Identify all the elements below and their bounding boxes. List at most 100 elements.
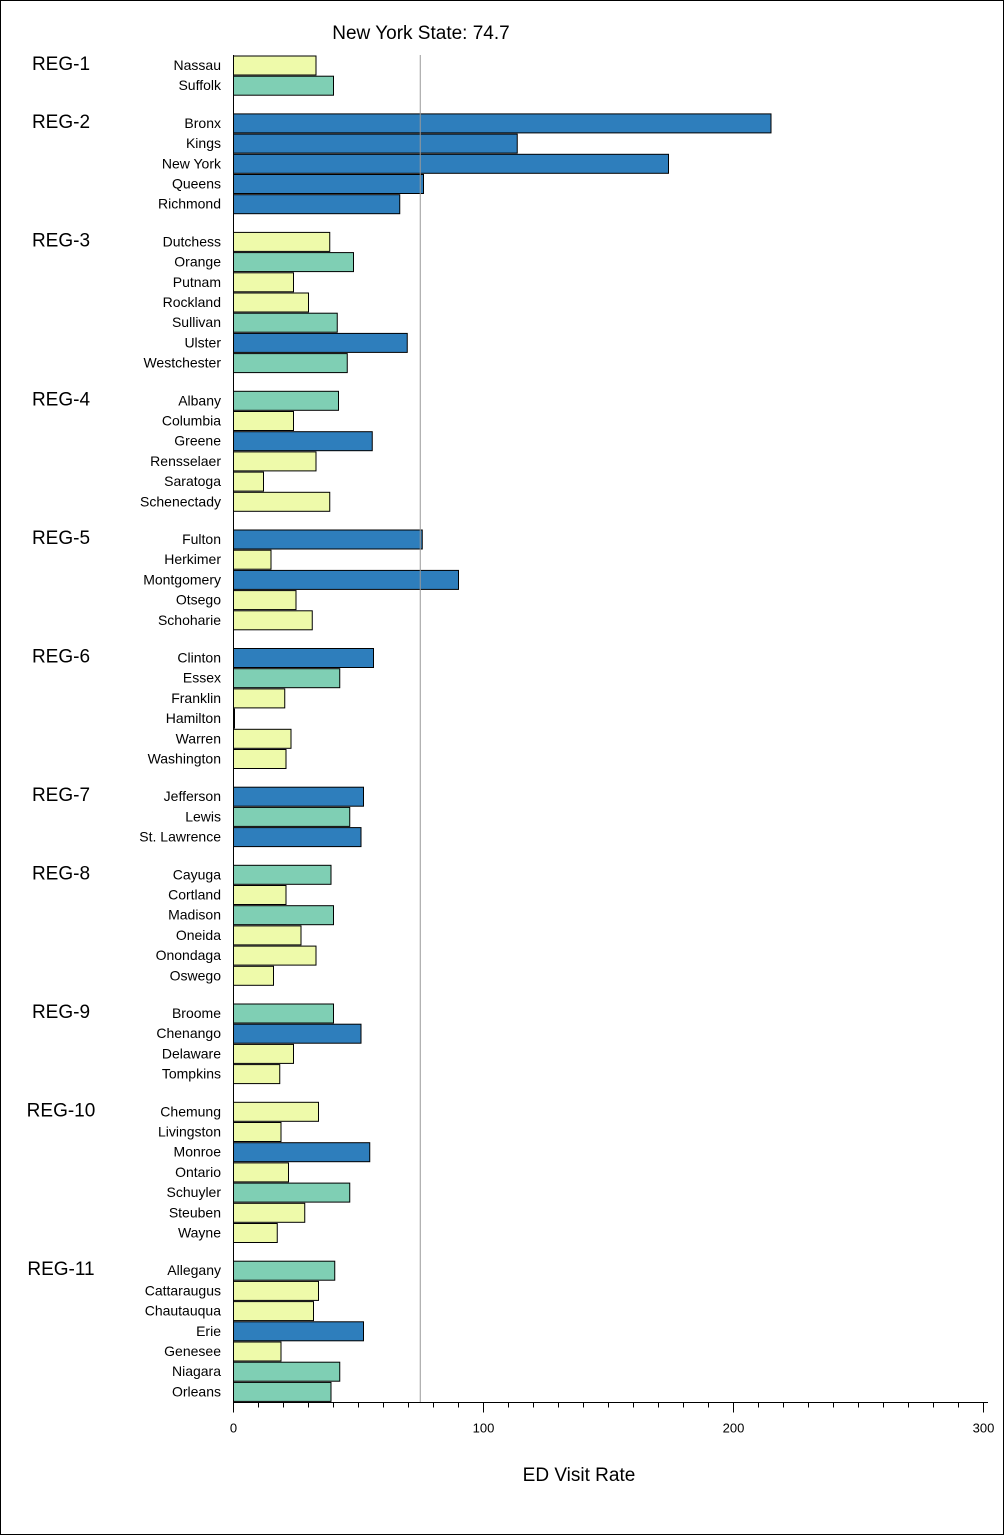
county-label: Putnam: [173, 274, 221, 290]
county-label: Cayuga: [173, 866, 221, 882]
county-label: Allegany: [167, 1262, 221, 1278]
county-label: Warren: [176, 730, 221, 746]
county-bar: [233, 569, 459, 590]
county-bar: [233, 648, 374, 668]
county-label: Erie: [196, 1323, 221, 1339]
county-bar: [233, 1182, 351, 1203]
county-bar: [233, 529, 423, 550]
county-bar: [233, 231, 331, 252]
county-bar: [233, 332, 408, 353]
county-label: Schuyler: [167, 1184, 222, 1200]
county-bar: [233, 1043, 294, 1064]
county-label: Schenectady: [140, 493, 221, 509]
county-bar: [233, 411, 294, 431]
county-bar: [233, 153, 669, 174]
county-bar: [233, 133, 518, 154]
county-label: Madison: [168, 907, 221, 923]
county-label: Hamilton: [166, 710, 221, 726]
region-label: REG-3: [32, 230, 90, 251]
county-bar: [233, 1003, 334, 1024]
county-label: Orleans: [172, 1383, 221, 1399]
county-bar: [233, 1301, 314, 1322]
county-bar: [233, 390, 339, 411]
county-label: Sullivan: [172, 314, 221, 330]
county-label: Livingston: [158, 1124, 221, 1140]
region-label: REG-5: [32, 528, 90, 549]
county-bar: [233, 728, 292, 749]
region-label: REG-2: [32, 112, 90, 133]
county-label: Steuben: [169, 1204, 221, 1220]
county-bar: [233, 1341, 282, 1362]
region-label: REG-9: [32, 1002, 90, 1023]
county-bar: [233, 1162, 289, 1183]
county-bar: [233, 1381, 332, 1402]
county-label: Oneida: [176, 927, 221, 943]
county-label: Herkimer: [164, 551, 221, 567]
county-bar: [233, 312, 338, 333]
county-bar: [233, 1142, 371, 1163]
county-bar: [233, 194, 401, 215]
county-label: Columbia: [162, 413, 221, 429]
county-bar: [233, 1064, 281, 1085]
county-bar: [233, 174, 424, 194]
county-bar: [233, 451, 317, 472]
county-bar: [233, 864, 332, 885]
county-bar: [233, 1101, 319, 1122]
county-bar: [233, 55, 317, 76]
county-bar: [233, 1361, 341, 1382]
county-bar: [233, 292, 309, 313]
county-label: Otsego: [176, 592, 221, 608]
county-bar: [233, 965, 274, 986]
county-label: Richmond: [158, 196, 221, 212]
county-bar: [233, 610, 313, 631]
county-bar: [233, 75, 334, 96]
county-label: Westchester: [143, 355, 221, 371]
county-label: Montgomery: [143, 571, 221, 587]
county-label: Albany: [178, 392, 221, 408]
county-bar: [233, 1202, 306, 1223]
county-bar: [233, 590, 297, 611]
region-label: REG-4: [32, 389, 91, 410]
county-label: Ontario: [175, 1164, 221, 1180]
x-axis-label: ED Visit Rate: [523, 1465, 636, 1486]
county-label: Chautauqua: [145, 1303, 222, 1319]
county-bar: [233, 431, 373, 452]
county-label: Chemung: [160, 1103, 221, 1119]
county-bar: [233, 925, 302, 946]
x-tick-label: 300: [973, 1421, 995, 1436]
county-label: Monroe: [174, 1144, 222, 1160]
county-label: Dutchess: [163, 233, 221, 249]
county-label: Bronx: [184, 115, 221, 131]
county-label: St. Lawrence: [139, 829, 221, 845]
county-label: New York: [162, 155, 222, 171]
county-bar: [233, 1122, 282, 1142]
county-label: Cattaraugus: [145, 1282, 221, 1298]
county-label: Niagara: [172, 1363, 221, 1379]
county-label: Fulton: [182, 531, 221, 547]
county-label: Clinton: [177, 650, 221, 666]
county-label: Lewis: [185, 808, 221, 824]
county-bar: [233, 806, 351, 827]
county-label: Oswego: [170, 967, 222, 983]
county-label: Tompkins: [162, 1066, 221, 1082]
county-label: Broome: [172, 1005, 221, 1021]
county-bar: [233, 471, 264, 492]
county-label: Suffolk: [178, 77, 222, 93]
county-label: Ulster: [184, 334, 221, 350]
county-bar: [233, 1223, 278, 1243]
county-bar: [233, 688, 286, 709]
county-bar: [233, 885, 287, 905]
county-bar: [233, 1280, 319, 1301]
county-bar: [233, 491, 331, 512]
region-label: REG-1: [32, 54, 90, 75]
county-label: Onondaga: [156, 947, 222, 963]
county-label: Washington: [148, 751, 221, 767]
county-bar: [233, 749, 287, 769]
county-bar: [233, 786, 364, 807]
region-label: REG-11: [27, 1259, 94, 1280]
region-label: REG-6: [32, 647, 90, 668]
county-bar: [233, 272, 294, 293]
county-label: Franklin: [171, 690, 221, 706]
region-label: REG-8: [32, 863, 90, 884]
